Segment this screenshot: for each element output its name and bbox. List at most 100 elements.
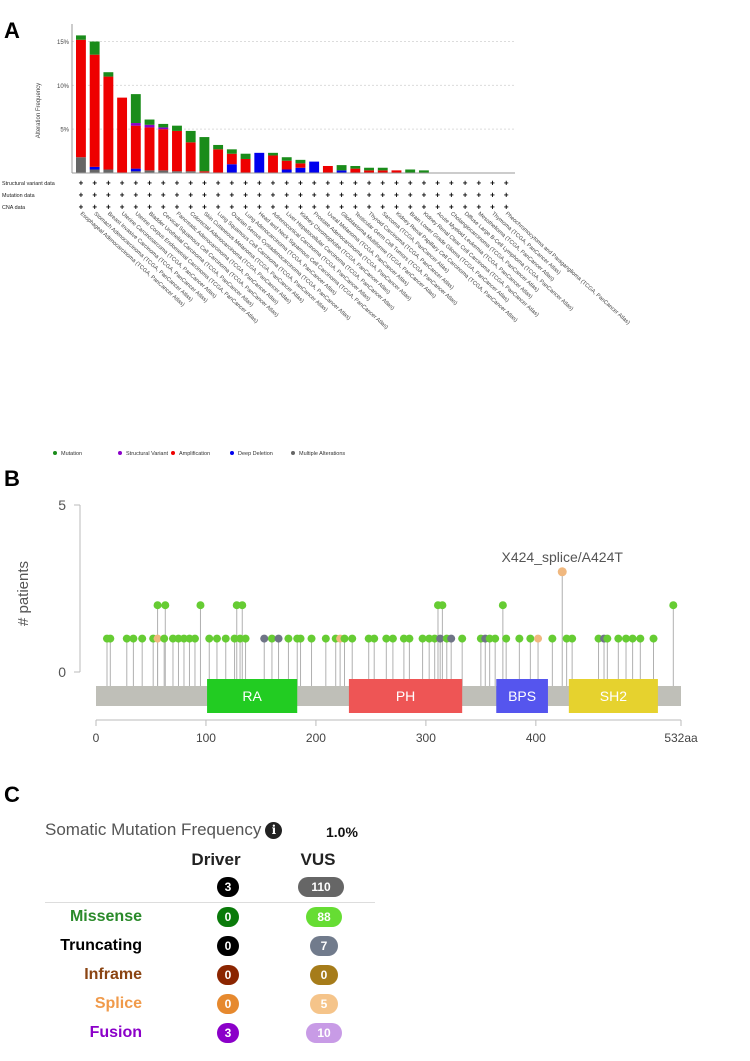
bar-segment-mutation[interactable] (364, 167, 374, 171)
lollipop-head-missense[interactable] (230, 634, 239, 643)
domain-ph[interactable] (348, 679, 463, 713)
lollipop-head-truncating[interactable] (260, 634, 269, 643)
vus-count-badge[interactable]: 7 (310, 936, 338, 956)
bar-segment-deep-deletion[interactable] (309, 161, 320, 173)
bar-segment-deep-deletion[interactable] (336, 170, 347, 173)
lollipop-head-missense[interactable] (284, 634, 293, 643)
bar-segment-deep-deletion[interactable] (295, 167, 306, 173)
lollipop-head-missense[interactable] (179, 634, 188, 643)
driver-count-badge[interactable]: 0 (217, 907, 239, 927)
bar-segment-mutation[interactable] (185, 130, 196, 143)
driver-count-badge[interactable]: 3 (217, 1023, 239, 1043)
bar-segment-multiple-alterations[interactable] (130, 171, 141, 173)
bar-segment-structural-variant[interactable] (130, 123, 141, 126)
bar-segment-mutation[interactable] (418, 170, 429, 173)
lollipop-head-missense[interactable] (364, 634, 373, 643)
bar-segment-structural-variant[interactable] (158, 127, 169, 130)
vus-total-badge[interactable]: 110 (298, 877, 344, 897)
bar-segment-mutation[interactable] (144, 119, 155, 125)
lollipop-head-splice[interactable] (534, 634, 543, 643)
bar-segment-multiple-alterations[interactable] (158, 170, 169, 173)
lollipop-head-missense[interactable] (212, 634, 221, 643)
bar-segment-mutation[interactable] (76, 35, 86, 40)
bar-segment-amplification[interactable] (295, 163, 306, 168)
bar-segment-mutation[interactable] (158, 123, 169, 128)
lollipop-head-missense[interactable] (526, 634, 535, 643)
bar-segment-multiple-alterations[interactable] (89, 169, 100, 173)
lollipop-head-missense[interactable] (548, 634, 557, 643)
lollipop-head-missense[interactable] (430, 634, 439, 643)
lollipop-head-missense[interactable] (399, 634, 408, 643)
lollipop-head-missense[interactable] (628, 634, 637, 643)
bar-segment-structural-variant[interactable] (144, 124, 155, 128)
bar-segment-mutation[interactable] (377, 167, 388, 171)
bar-segment-amplification[interactable] (103, 76, 114, 170)
lollipop-head-missense[interactable] (348, 634, 357, 643)
bar-segment-mutation[interactable] (199, 137, 210, 172)
lollipop-head-truncating[interactable] (447, 634, 456, 643)
vus-count-badge[interactable]: 10 (306, 1023, 342, 1043)
bar-segment-amplification[interactable] (130, 125, 141, 169)
bar-segment-amplification[interactable] (117, 97, 128, 173)
bar-segment-mutation[interactable] (350, 165, 361, 169)
lollipop-head-missense[interactable] (221, 634, 230, 643)
bar-segment-mutation[interactable] (268, 152, 278, 156)
bar-segment-mutation[interactable] (172, 125, 182, 131)
lollipop-head-missense[interactable] (458, 634, 467, 643)
driver-count-badge[interactable]: 0 (217, 965, 239, 985)
bar-segment-multiple-alterations[interactable] (103, 169, 114, 173)
lollipop-head-missense[interactable] (425, 634, 434, 643)
lollipop-head-missense[interactable] (669, 601, 678, 610)
lollipop-head-missense[interactable] (382, 634, 391, 643)
bar-segment-amplification[interactable] (213, 149, 224, 173)
lollipop-head-missense[interactable] (106, 634, 115, 643)
lollipop-head-missense[interactable] (241, 634, 250, 643)
lollipop-head-missense[interactable] (161, 601, 170, 610)
bar-segment-amplification[interactable] (391, 170, 402, 173)
lollipop-head-missense[interactable] (405, 634, 414, 643)
lollipop-head-missense[interactable] (614, 634, 623, 643)
lollipop-head-missense[interactable] (122, 634, 131, 643)
lollipop-head-missense[interactable] (321, 634, 330, 643)
bar-segment-amplification[interactable] (89, 54, 100, 167)
bar-segment-multiple-alterations[interactable] (144, 170, 155, 173)
bar-segment-amplification[interactable] (240, 158, 251, 173)
lollipop-head-missense[interactable] (232, 601, 241, 610)
driver-count-badge[interactable]: 0 (217, 936, 239, 956)
vus-count-badge[interactable]: 0 (310, 965, 338, 985)
bar-segment-multiple-alterations[interactable] (172, 171, 182, 173)
bar-segment-amplification[interactable] (268, 155, 278, 173)
bar-segment-amplification[interactable] (185, 142, 196, 172)
lollipop-head-missense[interactable] (307, 634, 316, 643)
bar-segment-mutation[interactable] (336, 165, 347, 171)
bar-segment-mutation[interactable] (213, 144, 224, 150)
lollipop-head-missense[interactable] (568, 634, 577, 643)
lollipop-head-missense[interactable] (388, 634, 397, 643)
vus-count-badge[interactable]: 88 (306, 907, 342, 927)
lollipop-head-missense[interactable] (636, 634, 645, 643)
lollipop-head-missense[interactable] (185, 634, 194, 643)
bar-segment-mutation[interactable] (89, 41, 100, 55)
lollipop-head-missense[interactable] (168, 634, 177, 643)
bar-segment-amplification[interactable] (377, 170, 388, 173)
driver-total-badge[interactable]: 3 (217, 877, 239, 897)
lollipop-head-missense[interactable] (594, 634, 603, 643)
vus-count-badge[interactable]: 5 (310, 994, 338, 1014)
lollipop-head-missense[interactable] (370, 634, 379, 643)
lollipop-head-missense[interactable] (515, 634, 524, 643)
lollipop-head-missense[interactable] (196, 601, 205, 610)
bar-segment-mutation[interactable] (295, 159, 306, 164)
bar-segment-amplification[interactable] (76, 39, 86, 158)
bar-segment-amplification[interactable] (144, 127, 155, 171)
lollipop-head-missense[interactable] (238, 601, 247, 610)
lollipop-head-truncating[interactable] (436, 634, 445, 643)
lollipop-head-missense[interactable] (129, 634, 138, 643)
bar-segment-mutation[interactable] (240, 153, 251, 159)
domain-bps[interactable] (496, 679, 548, 713)
bar-segment-deep-deletion[interactable] (226, 164, 237, 173)
lollipop-head-missense[interactable] (649, 634, 658, 643)
bar-segment-mutation[interactable] (281, 157, 292, 161)
lollipop-head-missense[interactable] (340, 634, 349, 643)
bar-segment-amplification[interactable] (350, 168, 361, 173)
lollipop-head-missense[interactable] (267, 634, 276, 643)
